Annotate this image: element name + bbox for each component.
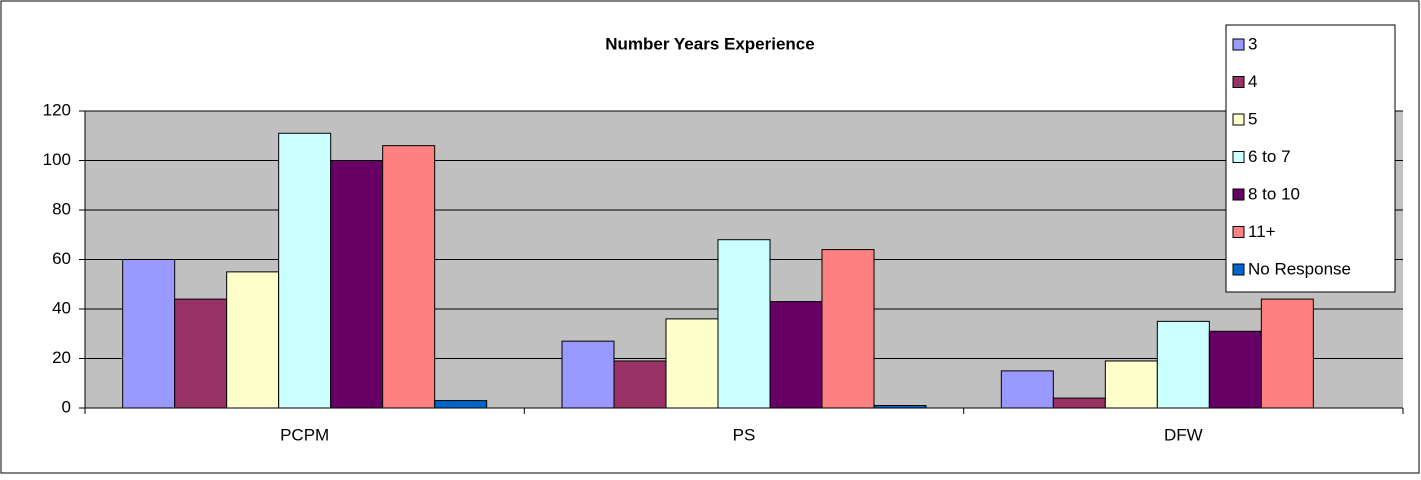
legend-label: No Response <box>1248 259 1351 278</box>
legend-label: 3 <box>1248 34 1257 53</box>
legend-swatch <box>1232 263 1245 276</box>
legend-label: 8 to 10 <box>1248 184 1300 203</box>
y-tick-label: 20 <box>52 348 71 367</box>
legend-box <box>1225 24 1396 293</box>
bar <box>330 160 384 409</box>
bar <box>1260 298 1314 409</box>
legend-swatch <box>1232 188 1245 201</box>
legend-label: 6 to 7 <box>1248 147 1291 166</box>
x-tick-label: PS <box>733 425 756 444</box>
bar <box>561 340 615 409</box>
bar <box>382 145 436 409</box>
legend-label: 11+ <box>1248 222 1276 241</box>
bar <box>174 298 228 409</box>
legend-label: 4 <box>1248 72 1257 91</box>
bar <box>1156 320 1210 409</box>
x-tick-label: DFW <box>1164 425 1203 444</box>
bar <box>278 132 332 409</box>
bar <box>434 400 488 409</box>
bar <box>613 360 667 409</box>
bar <box>1104 360 1158 409</box>
legend-swatch <box>1232 76 1245 88</box>
y-tick-label: 60 <box>52 249 71 268</box>
legend-swatch <box>1232 226 1245 238</box>
legend-swatch <box>1232 113 1245 126</box>
bar <box>1000 370 1054 409</box>
bar <box>769 301 823 409</box>
y-tick-label: 40 <box>52 298 71 317</box>
y-tick-label: 0 <box>62 397 71 416</box>
y-tick-label: 80 <box>52 199 71 218</box>
chart-title: Number Years Experience <box>605 34 814 53</box>
legend-swatch <box>1232 38 1245 51</box>
y-tick-label: 120 <box>43 100 71 119</box>
legend-label: 5 <box>1248 109 1257 128</box>
legend-swatch <box>1232 151 1245 163</box>
bar <box>665 318 719 409</box>
x-tick-label: PCPM <box>280 425 329 444</box>
bar <box>821 249 875 409</box>
y-tick-label: 100 <box>43 150 71 169</box>
bar <box>1208 330 1262 409</box>
bar <box>717 239 771 409</box>
bar <box>1052 397 1106 409</box>
bar <box>226 271 280 409</box>
bar <box>122 259 176 409</box>
